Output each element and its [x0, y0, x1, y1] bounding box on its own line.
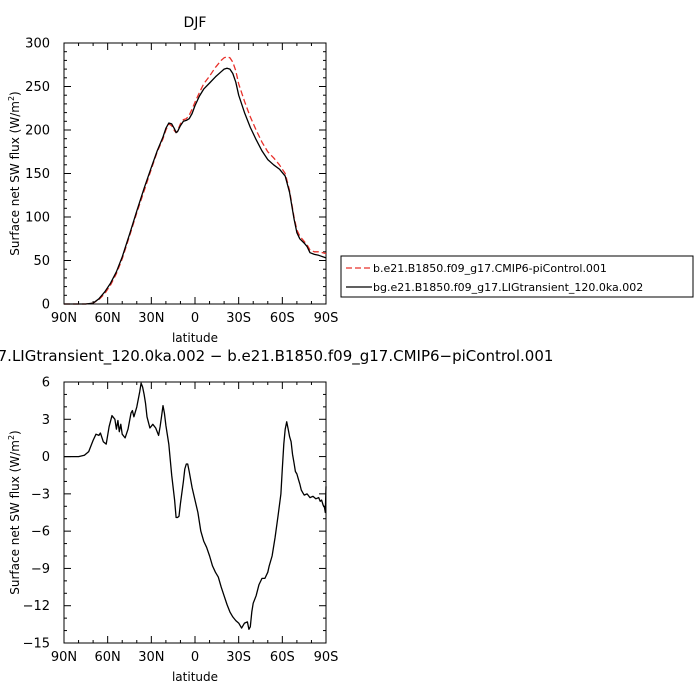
x-tick-label: 90N	[51, 311, 77, 326]
x-tick-label: 90S	[314, 650, 339, 665]
x-tick-label: 60N	[95, 650, 121, 665]
y-tick-label: 150	[25, 167, 50, 182]
y-axis-label: Surface net SW flux (W/m2)	[7, 91, 22, 255]
legend-box	[340, 255, 694, 298]
x-axis-label: latitude	[172, 331, 218, 345]
x-axis-label: latitude	[172, 670, 218, 684]
y-tick-label: 250	[25, 80, 50, 95]
plot-frame	[63, 381, 327, 644]
plot-frame	[63, 42, 327, 305]
y-tick-label: 200	[25, 124, 50, 139]
x-tick-label: 60S	[270, 311, 295, 326]
y-tick-label: 3	[42, 413, 50, 428]
y-tick-label: 0	[42, 450, 50, 465]
y-tick-label: 50	[33, 254, 50, 269]
x-tick-label: 30N	[138, 311, 164, 326]
chart-1: DJF 90N 60N 30N 0 30S 60S 90S 0 50 100 150 200 250 300…	[7, 15, 694, 345]
x-tick-label: 90N	[51, 650, 77, 665]
series-line-2	[64, 67, 327, 305]
x-tick-label: 30N	[138, 650, 164, 665]
y-tick-label: −15	[23, 637, 50, 652]
chart-title: DJF	[184, 15, 207, 31]
x-tick-label: 0	[191, 650, 199, 665]
y-tick-label: 6	[42, 376, 50, 391]
y-axis-label: Surface net SW flux (W/m2)	[7, 430, 22, 594]
y-tick-label: −12	[23, 599, 50, 614]
x-tick-label: 90S	[314, 311, 339, 326]
y-tick-label: 100	[25, 211, 50, 226]
legend-label-2: bg.e21.B1850.f09_g17.LIGtransient_120.0k…	[373, 281, 643, 294]
chart-2: bg.e21.B1850.f09_g17.LIGtransient_120.0k…	[0, 347, 553, 684]
x-tick-label: 60S	[270, 650, 295, 665]
series-line-1	[64, 382, 327, 630]
x-tick-label: 60N	[95, 311, 121, 326]
y-tick-label: −9	[31, 562, 50, 577]
legend-label-1: b.e21.B1850.f09_g17.CMIP6-piControl.001	[373, 262, 607, 275]
legend: b.e21.B1850.f09_g17.CMIP6-piControl.001b…	[340, 255, 694, 298]
x-tick-label: 0	[191, 311, 199, 326]
y-tick-label: 300	[25, 37, 50, 52]
y-tick-label: 0	[42, 298, 50, 313]
x-tick-label: 30S	[226, 311, 251, 326]
y-tick-label: −6	[31, 525, 50, 540]
chart-title: bg.e21.B1850.f09_g17.LIGtransient_120.0k…	[0, 347, 553, 366]
x-tick-label: 30S	[226, 650, 251, 665]
y-tick-label: −3	[31, 487, 50, 502]
